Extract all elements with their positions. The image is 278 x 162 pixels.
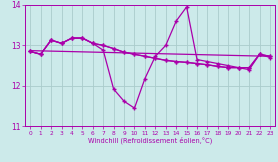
X-axis label: Windchill (Refroidissement éolien,°C): Windchill (Refroidissement éolien,°C) (88, 137, 212, 144)
